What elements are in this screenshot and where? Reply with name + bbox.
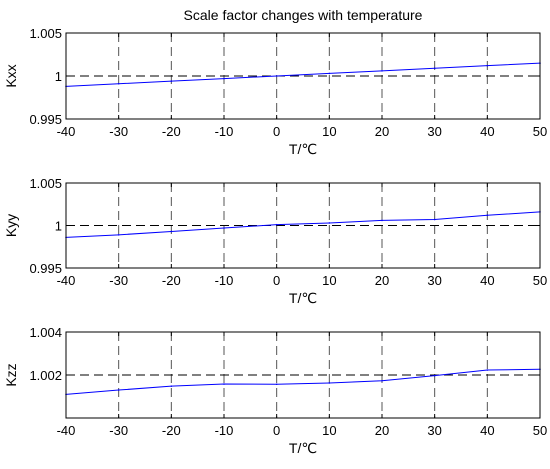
x-tick-label: 0	[273, 124, 280, 139]
data-point	[328, 222, 331, 224]
x-tick-label: -30	[109, 124, 128, 139]
data-point	[117, 82, 120, 85]
data-point	[381, 70, 383, 72]
data-point	[223, 77, 225, 80]
y-tick-label: 1.005	[29, 176, 62, 191]
x-tick-label: 50	[533, 273, 547, 288]
y-tick-label: 1.005	[29, 26, 62, 41]
x-axis-label: T/℃	[289, 290, 317, 306]
x-tick-label: -10	[215, 273, 234, 288]
data-point	[381, 380, 383, 382]
subplot-1: -40 -30 -20 -10 0 10 20 30 40 50 0.995 1 1.005 T/℃ Kxx	[3, 26, 547, 157]
data-point	[275, 223, 278, 226]
x-tick-label: -20	[162, 124, 181, 139]
y-tick-label: 1.004	[29, 325, 62, 340]
subplots: -40 -30 -20 -10 0 10 20 30 40 500.99511.005T/℃Kxx…	[3, 26, 547, 456]
x-tick-label: 0	[273, 423, 280, 438]
data-point	[381, 219, 383, 222]
data-point	[486, 369, 489, 371]
y-tick-label: 1.002	[29, 368, 62, 383]
x-tick-label: 30	[427, 124, 441, 139]
data-point	[433, 218, 436, 221]
data-point	[486, 64, 489, 67]
x-tick-label: 50	[533, 124, 547, 139]
x-tick-label: -30	[109, 423, 128, 438]
y-axis-label: Kyy	[3, 214, 19, 237]
x-tick-label: -10	[215, 124, 234, 139]
x-tick-label: 30	[427, 273, 441, 288]
x-tick-label: 20	[375, 423, 389, 438]
x-tick-label: 40	[480, 273, 494, 288]
x-tick-label: 20	[375, 273, 389, 288]
figure-title: Scale factor changes with temperature	[184, 7, 423, 23]
series-line-1	[65, 211, 541, 238]
series-line-1	[65, 368, 541, 395]
data-point	[275, 75, 278, 77]
y-axis-label: Kzz	[3, 363, 19, 386]
x-tick-label: 50	[533, 423, 547, 438]
subplot-3: -40 -30 -20 -10 0 10 20 30 40 50 1.002 1.004 T/℃ Kzz	[3, 325, 547, 456]
x-axis-label: T/℃	[289, 440, 317, 456]
data-point	[433, 374, 436, 377]
x-tick-label: -40	[57, 423, 76, 438]
x-tick-label: 40	[480, 124, 494, 139]
subplot-2: -40 -30 -20 -10 0 10 20 30 40 50 0.995 1 1.005 T/℃ Kyy	[3, 176, 547, 306]
y-tick-label: 0.995	[29, 261, 62, 276]
y-tick-label: 1	[55, 219, 62, 234]
data-point	[223, 227, 225, 229]
x-tick-label: 40	[480, 423, 494, 438]
data-point	[328, 382, 331, 384]
x-tick-label: -40	[57, 273, 76, 288]
data-point	[117, 234, 120, 236]
data-point	[170, 230, 173, 233]
data-point	[486, 214, 489, 217]
data-point	[275, 383, 278, 386]
x-tick-label: 20	[375, 124, 389, 139]
data-point	[433, 67, 436, 70]
data-point	[328, 72, 331, 75]
y-axis-label: Kxx	[3, 64, 19, 87]
series-line-1	[65, 62, 541, 87]
x-tick-label: -40	[57, 124, 76, 139]
x-axis-label: T/℃	[289, 141, 317, 157]
x-tick-label: 10	[322, 273, 336, 288]
x-tick-label: -20	[162, 273, 181, 288]
x-tick-label: 10	[322, 124, 336, 139]
x-tick-label: 10	[322, 423, 336, 438]
data-point	[170, 80, 173, 82]
x-tick-label: -20	[162, 423, 181, 438]
y-tick-label: 0.995	[29, 112, 62, 127]
data-point	[170, 385, 173, 387]
data-point	[117, 389, 120, 391]
x-tick-label: 0	[273, 273, 280, 288]
x-tick-label: -30	[109, 273, 128, 288]
x-tick-label: -10	[215, 423, 234, 438]
x-tick-label: 30	[427, 423, 441, 438]
y-tick-label: 1	[55, 69, 62, 84]
data-point	[223, 383, 225, 385]
